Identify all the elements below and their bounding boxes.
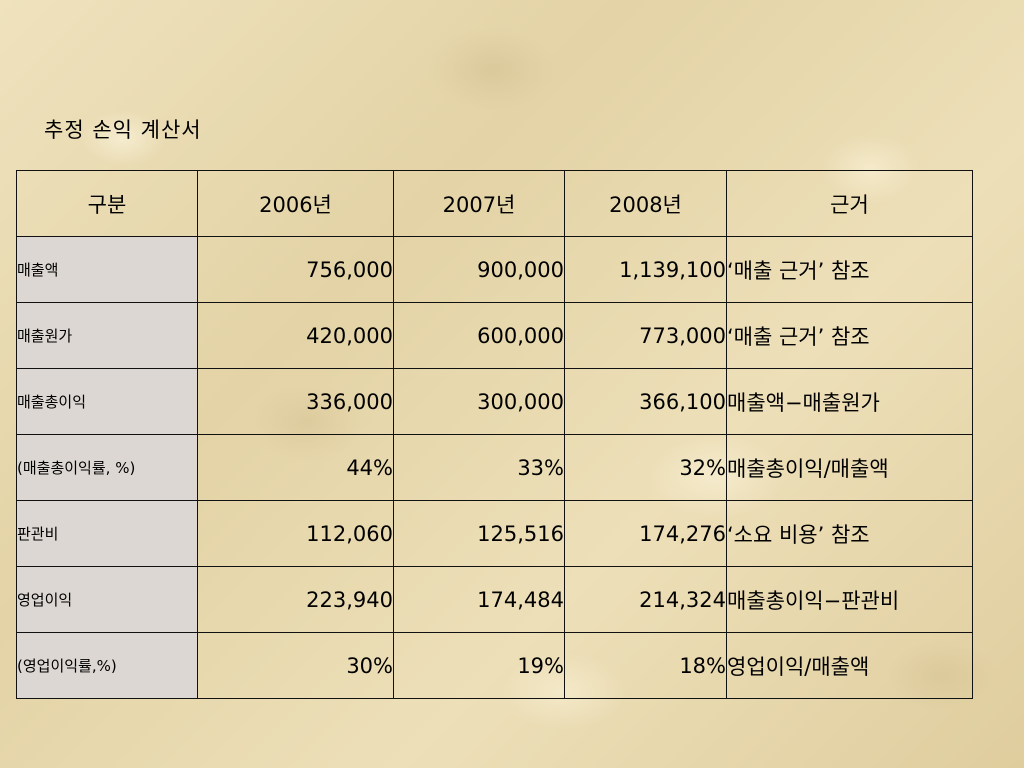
value-2007: 125,516 [393, 500, 565, 567]
table-row: 매출원가 420,000 600,000 773,000 ‘매출 근거’ 참조 [16, 302, 973, 369]
value-2008: 773,000 [564, 302, 727, 369]
row-label: 매출원가 [16, 302, 198, 369]
value-2008: 366,100 [564, 368, 727, 435]
header-basis: 근거 [726, 170, 973, 237]
header-2007: 2007년 [393, 170, 565, 237]
value-2008: 174,276 [564, 500, 727, 567]
income-statement-table: 구분 2006년 2007년 2008년 근거 매출액 756,000 900,… [16, 170, 973, 699]
header-2006: 2006년 [197, 170, 394, 237]
row-label: (매출총이익률, %) [16, 434, 198, 501]
table-header-row: 구분 2006년 2007년 2008년 근거 [16, 170, 973, 237]
value-2008: 1,139,100 [564, 236, 727, 303]
value-2006: 223,940 [197, 566, 394, 633]
value-2007: 900,000 [393, 236, 565, 303]
value-2007: 600,000 [393, 302, 565, 369]
header-category: 구분 [16, 170, 198, 237]
value-2008: 214,324 [564, 566, 727, 633]
table-row: (매출총이익률, %) 44% 33% 32% 매출총이익/매출액 [16, 434, 973, 501]
row-label: 매출액 [16, 236, 198, 303]
basis-cell: ‘매출 근거’ 참조 [726, 236, 973, 303]
row-label: 영업이익 [16, 566, 198, 633]
table-row: (영업이익률,%) 30% 19% 18% 영업이익/매출액 [16, 632, 973, 699]
basis-cell: ‘매출 근거’ 참조 [726, 302, 973, 369]
basis-cell: 매출액−매출원가 [726, 368, 973, 435]
value-2008: 32% [564, 434, 727, 501]
value-2006: 30% [197, 632, 394, 699]
value-2007: 174,484 [393, 566, 565, 633]
table-row: 매출총이익 336,000 300,000 366,100 매출액−매출원가 [16, 368, 973, 435]
value-2006: 44% [197, 434, 394, 501]
table-row: 영업이익 223,940 174,484 214,324 매출총이익−판관비 [16, 566, 973, 633]
value-2007: 300,000 [393, 368, 565, 435]
value-2007: 33% [393, 434, 565, 501]
row-label: 판관비 [16, 500, 198, 567]
basis-cell: 매출총이익/매출액 [726, 434, 973, 501]
value-2008: 18% [564, 632, 727, 699]
value-2006: 756,000 [197, 236, 394, 303]
value-2006: 336,000 [197, 368, 394, 435]
basis-cell: 영업이익/매출액 [726, 632, 973, 699]
page-title: 추정 손익 계산서 [44, 118, 202, 142]
value-2006: 112,060 [197, 500, 394, 567]
row-label: 매출총이익 [16, 368, 198, 435]
value-2007: 19% [393, 632, 565, 699]
basis-cell: 매출총이익−판관비 [726, 566, 973, 633]
table-row: 판관비 112,060 125,516 174,276 ‘소요 비용’ 참조 [16, 500, 973, 567]
row-label: (영업이익률,%) [16, 632, 198, 699]
value-2006: 420,000 [197, 302, 394, 369]
basis-cell: ‘소요 비용’ 참조 [726, 500, 973, 567]
header-2008: 2008년 [564, 170, 727, 237]
table-row: 매출액 756,000 900,000 1,139,100 ‘매출 근거’ 참조 [16, 236, 973, 303]
